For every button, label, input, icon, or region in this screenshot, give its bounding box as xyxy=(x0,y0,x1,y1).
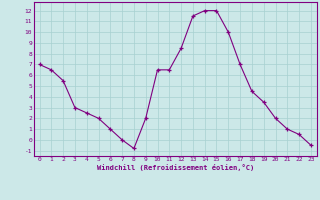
X-axis label: Windchill (Refroidissement éolien,°C): Windchill (Refroidissement éolien,°C) xyxy=(97,164,254,171)
